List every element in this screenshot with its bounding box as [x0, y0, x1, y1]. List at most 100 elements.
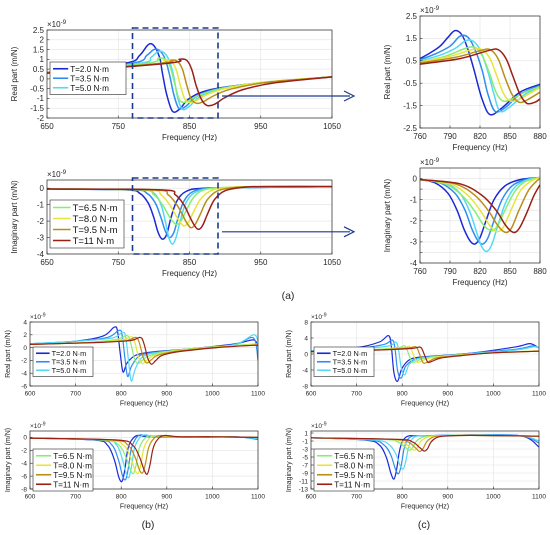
legend-label: T=9.5 N·m: [334, 471, 373, 480]
y-tick-label: 2.5: [33, 26, 45, 35]
axes-box: [29, 430, 259, 490]
x-tick-label: 700: [351, 391, 362, 398]
y-axis-label: Imaginary part (m/N): [286, 428, 293, 492]
zoom-arrow-head: [343, 226, 356, 238]
legend-label: T=11 N·m: [73, 236, 115, 247]
legend-label: T=2.0 N·m: [70, 65, 109, 74]
series-line-t20nm: [420, 29, 540, 116]
x-tick-label: 600: [306, 391, 317, 398]
y-tick-label: 1.5: [33, 45, 45, 54]
x-tick-label: 900: [442, 391, 453, 398]
y-tick-label: -8: [302, 383, 308, 390]
y-tick-label: 4: [23, 319, 27, 326]
y-tick-label: 2.5: [406, 12, 418, 21]
x-tick-label: 600: [25, 391, 36, 398]
x-tick-label: 880: [533, 132, 547, 141]
subfigure-label-c: (c): [418, 519, 430, 531]
legend-label: T=9.5 N·m: [53, 471, 92, 480]
legend-label: T=5.0 N·m: [70, 84, 109, 93]
x-tick-label: 790: [443, 267, 457, 276]
y-axis-label: Imaginary part (m/N): [383, 178, 392, 252]
x-tick-label: 800: [116, 391, 127, 398]
y-tick-label: -1: [410, 195, 418, 204]
y-tick-label: 0: [40, 75, 45, 84]
series-line-t11nm: [420, 178, 540, 234]
legend-label: T=3.5 N·m: [52, 357, 87, 366]
series-line-t65nm: [420, 46, 540, 103]
y-tick-label: -2: [37, 217, 45, 226]
x-tick-label: 950: [254, 258, 268, 267]
y-tick-label: -4: [302, 367, 308, 374]
legend-label: T=6.5 N·m: [53, 452, 92, 461]
y-tick-label: -2.5: [403, 124, 417, 133]
series-line-t11nm: [30, 434, 258, 475]
x-tick-label: 800: [397, 391, 408, 398]
y-tick-label: -6: [21, 473, 27, 480]
series-line-t95nm: [420, 177, 540, 234]
series-line-t11nm: [47, 58, 332, 107]
y-tick-label: 1: [304, 430, 308, 437]
zoom-region-box: [131, 27, 219, 119]
y-tick-label: -3: [410, 238, 418, 247]
y-tick-label: -11: [299, 478, 308, 485]
x-axis-label: Frequency (Hz): [120, 504, 168, 511]
y-tick-label: -2: [37, 114, 45, 123]
axes-box: [310, 430, 540, 490]
exponent-label: ×10-9: [311, 312, 327, 321]
y-tick-label: -5: [302, 454, 308, 461]
series-line-t80nm: [30, 336, 258, 365]
x-tick-label: 800: [397, 494, 408, 501]
y-tick-label: -0.5: [30, 84, 44, 93]
x-tick-label: 850: [183, 258, 197, 267]
series-line-t35nm: [420, 34, 540, 113]
y-tick-label: -1: [37, 94, 45, 103]
x-tick-label: 700: [351, 494, 362, 501]
exponent-label: ×10-9: [30, 421, 46, 430]
legend-label: T=6.5 N·m: [334, 452, 373, 461]
series-line-t11nm: [311, 434, 539, 452]
x-tick-label: 900: [161, 391, 172, 398]
y-tick-label: -4: [21, 460, 27, 467]
x-tick-label: 820: [473, 132, 487, 141]
exponent-label: ×10-9: [30, 312, 46, 321]
y-tick-label: 2: [40, 36, 45, 45]
x-tick-label: 1000: [205, 391, 220, 398]
x-axis-label: Frequency (Hz): [120, 401, 168, 408]
series-line-t80nm: [47, 185, 332, 227]
y-tick-label: 2: [23, 332, 27, 339]
y-tick-label: -4: [21, 370, 27, 377]
series-line-t35nm: [420, 176, 540, 245]
legend-layer: T=2.0 N·mT=3.5 N·mT=5.0 N·mT=6.5 N·mT=8.…: [32, 61, 375, 492]
x-tick-label: 950: [254, 122, 268, 131]
x-tick-label: 750: [112, 122, 126, 131]
legend-label: T=3.5 N·m: [70, 74, 109, 83]
y-axis-label: Real part (m/N): [286, 330, 293, 378]
x-tick-label: 850: [503, 132, 517, 141]
series-line-t65nm: [47, 57, 332, 104]
text-layer: 650 750 850 950 1050-2-1.5-1-0.500.511.522.5…: [5, 5, 547, 511]
legend-label: T=8.0 N·m: [73, 214, 118, 225]
legend-label: T=6.5 N·m: [73, 203, 118, 214]
y-tick-label: -2: [410, 217, 418, 226]
x-tick-label: 820: [473, 267, 487, 276]
legend-label: T=5.0 N·m: [333, 366, 368, 375]
y-tick-label: 1.5: [406, 34, 418, 43]
y-tick-label: 0.5: [406, 57, 418, 66]
x-tick-label: 1100: [532, 391, 546, 398]
series-line-t65nm: [30, 334, 258, 365]
y-tick-label: -4: [37, 250, 45, 259]
x-tick-label: 600: [25, 494, 36, 501]
y-tick-label: -7: [302, 462, 308, 469]
series-line-t11nm: [420, 48, 540, 105]
x-tick-label: 700: [70, 391, 81, 398]
series-line-t95nm: [47, 185, 332, 229]
y-tick-label: 8: [304, 319, 308, 326]
y-tick-label: -1.5: [30, 104, 44, 113]
x-tick-label: 1000: [205, 494, 220, 501]
y-tick-label: -1: [37, 200, 45, 209]
series-line-t20nm: [30, 326, 258, 373]
y-axis-label: Real part (m/N): [383, 44, 392, 99]
x-axis-label: Frequency (Hz): [452, 278, 507, 287]
legend-label: T=8.0 N·m: [334, 461, 373, 470]
y-tick-label: 0: [304, 351, 308, 358]
